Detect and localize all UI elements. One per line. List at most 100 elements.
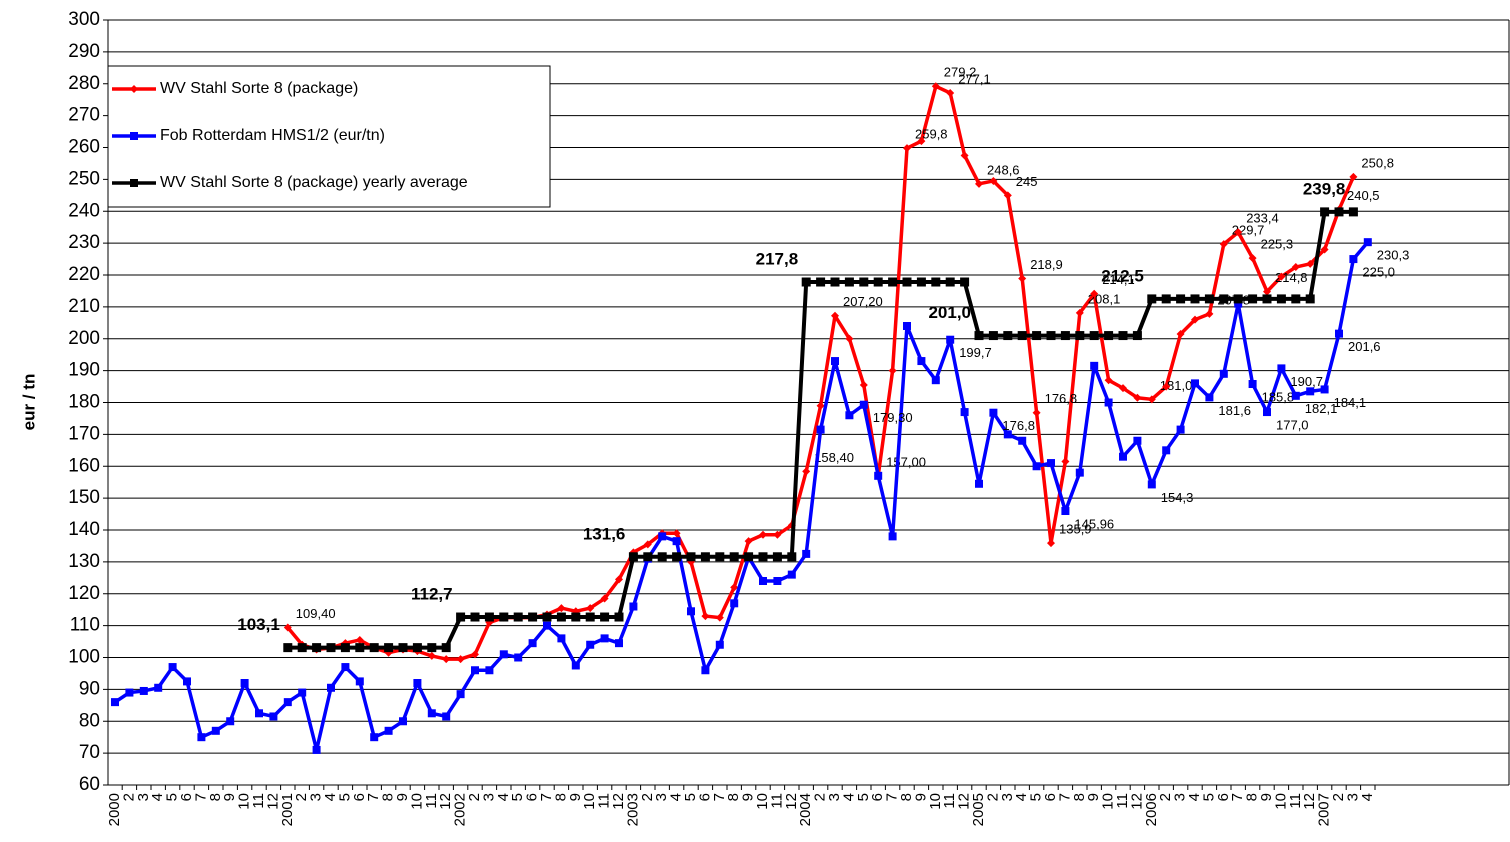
y-tick-label: 80 — [79, 710, 100, 731]
x-tick-label: 2003 — [624, 793, 641, 826]
x-tick-label: 4 — [840, 793, 857, 801]
marker — [700, 552, 710, 562]
marker — [1104, 376, 1113, 385]
legend — [107, 65, 551, 208]
marker — [628, 552, 638, 562]
marker — [240, 679, 249, 687]
marker — [543, 621, 551, 630]
x-tick-label: 2001 — [279, 793, 296, 826]
x-tick-label: 7 — [1229, 793, 1246, 801]
data-label: 225,0 — [1362, 265, 1395, 280]
marker — [427, 643, 437, 653]
marker — [571, 661, 580, 670]
marker — [1363, 238, 1372, 247]
y-tick-label: 210 — [68, 296, 100, 317]
marker — [1263, 287, 1271, 296]
x-tick-label: 4 — [149, 793, 166, 801]
marker — [1219, 240, 1228, 249]
marker — [1017, 331, 1027, 341]
series-line — [114, 241, 1370, 752]
x-tick-label: 6 — [869, 793, 886, 801]
marker — [197, 733, 206, 742]
marker — [1161, 294, 1171, 304]
marker — [441, 643, 451, 653]
marker — [960, 408, 969, 417]
marker — [931, 82, 940, 91]
y-tick-label: 140 — [68, 519, 100, 540]
marker — [1046, 331, 1056, 341]
marker — [801, 277, 811, 287]
x-tick-label: 4 — [1359, 793, 1376, 801]
data-label: 177,0 — [1276, 418, 1309, 433]
marker — [1277, 364, 1286, 373]
marker — [1133, 436, 1142, 445]
x-tick-label: 4 — [668, 793, 685, 801]
x-tick-label: 3 — [480, 793, 497, 801]
marker — [1176, 294, 1186, 304]
marker — [859, 277, 869, 287]
marker — [816, 401, 825, 410]
x-tick-label: 2005 — [970, 793, 987, 826]
marker — [672, 552, 682, 562]
marker — [888, 366, 897, 375]
marker — [1119, 452, 1127, 461]
marker — [384, 726, 393, 735]
legend-label: Fob Rotterdam HMS1/2 (eur/tn) — [160, 127, 385, 144]
marker — [341, 663, 350, 672]
y-tick-label: 150 — [68, 487, 100, 508]
x-tick-label: 10 — [754, 793, 771, 810]
y-tick-label: 60 — [79, 774, 100, 795]
marker — [686, 552, 696, 562]
marker — [672, 537, 681, 546]
legend-label: WV Stahl Sorte 8 (package) — [160, 80, 358, 97]
marker — [931, 277, 941, 287]
x-tick-label: 3 — [308, 793, 325, 801]
marker — [701, 612, 710, 621]
marker — [960, 277, 970, 287]
marker — [528, 612, 538, 622]
x-tick-label: 8 — [1244, 793, 1261, 801]
marker — [715, 552, 725, 562]
y-tick-label: 230 — [68, 232, 100, 253]
marker — [1204, 294, 1214, 304]
data-label: 135,9 — [1059, 522, 1092, 537]
x-tick-label: 3 — [999, 793, 1016, 801]
data-label: 145,96 — [1074, 516, 1114, 531]
marker — [916, 277, 926, 287]
marker — [1306, 259, 1315, 268]
x-tick-label: 2 — [812, 793, 829, 801]
data-label: 157,00 — [886, 454, 926, 469]
x-tick-label: 4 — [322, 793, 339, 801]
marker — [715, 613, 724, 622]
x-tick-label: 10 — [1100, 793, 1117, 810]
marker — [571, 612, 581, 622]
x-tick-label: 11 — [1287, 793, 1304, 809]
data-label: 179,30 — [873, 410, 913, 425]
marker — [1320, 385, 1329, 394]
marker — [1061, 507, 1070, 516]
x-tick-label: 11 — [596, 793, 613, 809]
legend-label: WV Stahl Sorte 8 (package) yearly averag… — [160, 174, 468, 191]
marker — [873, 277, 883, 287]
x-tick-label: 8 — [380, 793, 397, 801]
marker — [988, 331, 998, 341]
marker — [470, 612, 480, 622]
x-tick-label: 5 — [1200, 793, 1217, 801]
data-label: 131,6 — [583, 524, 626, 543]
x-tick-label: 8 — [898, 793, 915, 801]
marker — [1162, 382, 1171, 391]
marker — [772, 552, 782, 562]
marker — [1277, 272, 1286, 281]
data-label: 259,8 — [915, 127, 948, 142]
marker — [471, 650, 479, 659]
x-tick-label: 12 — [610, 793, 627, 810]
marker — [787, 570, 796, 579]
marker — [759, 577, 767, 585]
marker — [370, 733, 379, 742]
marker — [1003, 191, 1012, 200]
x-tick-label: 11 — [250, 793, 267, 809]
marker — [1335, 329, 1343, 338]
marker — [442, 655, 451, 664]
y-tick-label: 260 — [68, 137, 100, 158]
marker — [903, 144, 911, 153]
